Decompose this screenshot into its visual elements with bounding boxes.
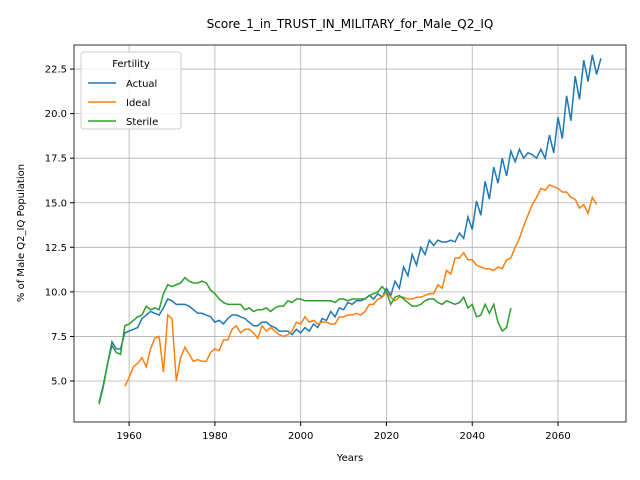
y-axis-label: % of Male Q2_IQ Population xyxy=(16,164,27,302)
y-tick-label: 20.0 xyxy=(45,109,67,120)
chart-title: Score_1_in_TRUST_IN_MILITARY_for_Male_Q2… xyxy=(207,17,494,31)
y-tick-label: 17.5 xyxy=(45,154,67,165)
x-tick-label: 1980 xyxy=(202,431,227,442)
series-line xyxy=(124,184,598,387)
x-tick-label: 1960 xyxy=(116,431,141,442)
x-tick-label: 2020 xyxy=(374,431,399,442)
legend-label: Ideal xyxy=(126,98,150,109)
legend-label: Sterile xyxy=(126,117,158,128)
x-axis-label: Years xyxy=(336,453,363,464)
x-tick-label: 2040 xyxy=(460,431,485,442)
y-tick-label: 7.5 xyxy=(51,332,67,343)
legend-label: Actual xyxy=(126,79,157,90)
legend-title: Fertility xyxy=(112,59,150,70)
y-tick-label: 10.0 xyxy=(45,287,67,298)
series-line xyxy=(98,276,512,405)
y-tick-label: 5.0 xyxy=(51,377,67,388)
plot-frame xyxy=(73,44,627,423)
series-line xyxy=(98,54,602,403)
y-tick-label: 15.0 xyxy=(45,198,67,209)
legend-box xyxy=(80,51,182,130)
legend: Fertility Actual Ideal Sterile xyxy=(80,51,182,130)
y-tick-label: 12.5 xyxy=(45,243,67,254)
x-tick-label: 2000 xyxy=(288,431,313,442)
y-tick-label: 22.5 xyxy=(45,65,67,76)
x-tick-label: 2060 xyxy=(545,431,570,442)
